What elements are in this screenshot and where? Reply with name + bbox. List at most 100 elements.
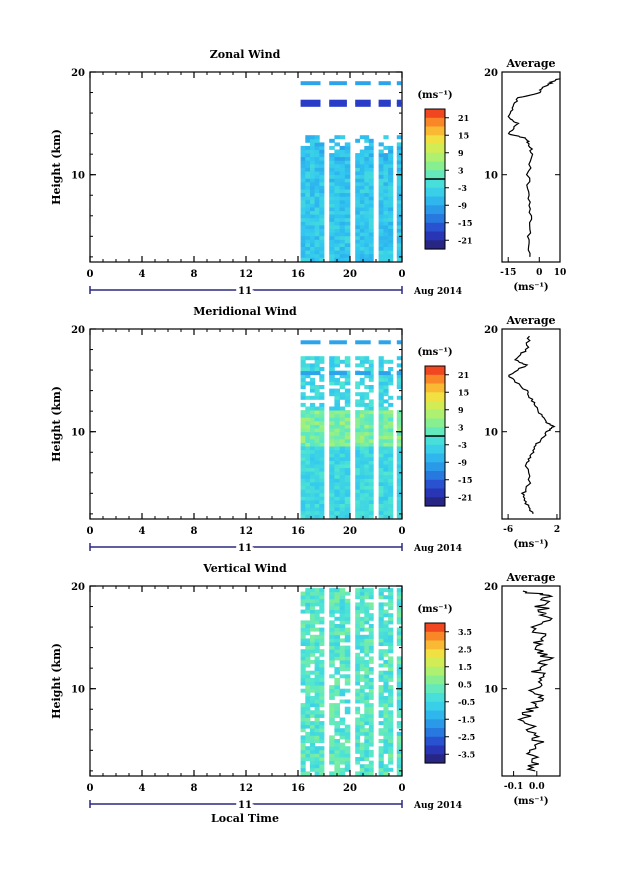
heatmap-cell: [359, 746, 365, 751]
heatmap-cell: [334, 677, 340, 682]
heatmap-cell: [314, 663, 320, 668]
heatmap-cell: [396, 142, 403, 147]
heatmap-cell: [355, 181, 361, 186]
heatmap-cell: [310, 703, 316, 708]
heatmap-cell: [388, 613, 394, 618]
heatmap-cell: [300, 395, 306, 400]
heatmap-cell: [339, 746, 346, 751]
heatmap-cell: [334, 228, 340, 233]
heatmap-cell: [364, 167, 370, 172]
heatmap-cell: [396, 620, 403, 625]
heatmap-cell: [314, 735, 320, 740]
heatmap-cell: [388, 685, 394, 690]
heatmap-cell: [300, 225, 306, 229]
heatmap-cell: [388, 753, 394, 758]
heatmap-cell: [329, 485, 335, 490]
heatmap-cell: [378, 757, 384, 761]
heatmap-cell: [305, 602, 311, 607]
heatmap-cell: [334, 681, 340, 686]
heatmap-cell: [378, 764, 384, 769]
heatmap-cell: [334, 174, 340, 179]
heatmap-cell: [329, 250, 335, 255]
heatmap-cell: [378, 406, 384, 411]
heatmap-cell: [334, 742, 340, 747]
heatmap-cell: [344, 591, 351, 596]
heatmap-cell: [339, 624, 346, 628]
heatmap-cell: [344, 602, 351, 607]
heatmap-cell: [359, 399, 365, 404]
colorbar-tick-label: -2.5: [458, 732, 475, 742]
heatmap-cell: [396, 695, 403, 700]
heatmap-cell: [383, 239, 389, 244]
heatmap-cell: [310, 767, 316, 772]
heatmap-cell: [314, 225, 320, 229]
heatmap-cell: [344, 749, 351, 754]
heatmap-cell: [329, 500, 335, 504]
colorbar-tick-label: 9: [458, 148, 464, 158]
heatmap-cell: [334, 185, 340, 190]
heatmap-cell: [383, 453, 389, 458]
heatmap-cell: [344, 663, 351, 668]
heatmap-cell: [300, 724, 306, 729]
heatmap-cell: [339, 449, 346, 454]
heatmap-cell: [314, 474, 320, 479]
heatmap-cell: [310, 713, 316, 718]
heatmap-cell: [355, 214, 361, 219]
heatmap-cell: [314, 739, 320, 743]
heatmap-cell: [383, 185, 389, 190]
heatmap-cell: [300, 507, 306, 512]
heatmap-cell: [378, 591, 384, 596]
heatmap-cell: [359, 724, 365, 729]
heatmap-cell: [368, 424, 374, 429]
heatmap-cell: [305, 503, 311, 508]
heatmap-cell: [314, 257, 320, 262]
colorbar-segment: [425, 214, 445, 224]
heatmap-cell: [355, 724, 361, 729]
heatmap-cell: [314, 710, 320, 715]
heatmap-cell: [319, 667, 325, 672]
heatmap-cell: [359, 677, 365, 682]
heatmap-cell: [388, 199, 394, 204]
heatmap-cell: [368, 232, 374, 237]
heatmap-cell: [364, 145, 370, 150]
heatmap-cell: [368, 713, 374, 718]
heatmap-cell: [388, 721, 394, 726]
heatmap-cell: [388, 482, 394, 486]
heatmap-cell: [359, 656, 365, 661]
heatmap-cell: [329, 742, 335, 747]
heatmap-cell: [314, 467, 320, 472]
heatmap-cell: [364, 699, 370, 704]
heatmap-cell: [355, 645, 361, 650]
heatmap-cell: [396, 478, 403, 483]
heatmap-cell: [310, 760, 316, 765]
heatmap-cell: [378, 471, 384, 476]
heatmap-cell: [388, 374, 394, 379]
heatmap-cell: [383, 392, 389, 397]
heatmap-cell: [329, 431, 335, 436]
heatmap-cell: [329, 749, 335, 754]
heatmap-cell: [300, 713, 306, 718]
heatmap-cell: [364, 681, 370, 686]
heatmap-cell: [359, 674, 365, 679]
panel-title: Zonal Wind: [210, 48, 281, 61]
heatmap-cell: [364, 214, 370, 219]
heatmap-cell: [334, 456, 340, 461]
heatmap-cell: [329, 356, 335, 361]
heatmap-cell: [305, 489, 311, 494]
heatmap-cell: [310, 246, 316, 251]
heatmap-cell: [329, 453, 335, 458]
heatmap-cell: [334, 438, 340, 443]
heatmap-cell: [355, 221, 361, 226]
heatmap-cell: [329, 652, 335, 657]
heatmap-cell: [383, 246, 389, 251]
heatmap-cell: [314, 674, 320, 679]
heatmap-cell: [383, 721, 389, 726]
heatmap-cell: [344, 510, 351, 515]
heatmap-cell: [364, 674, 370, 679]
heatmap-cell: [310, 424, 316, 429]
heatmap-cell: [378, 217, 384, 222]
heatmap-cell: [383, 695, 389, 700]
heatmap-cell: [388, 670, 394, 675]
heatmap-cell: [310, 135, 316, 140]
heatmap-cell: [310, 724, 316, 729]
